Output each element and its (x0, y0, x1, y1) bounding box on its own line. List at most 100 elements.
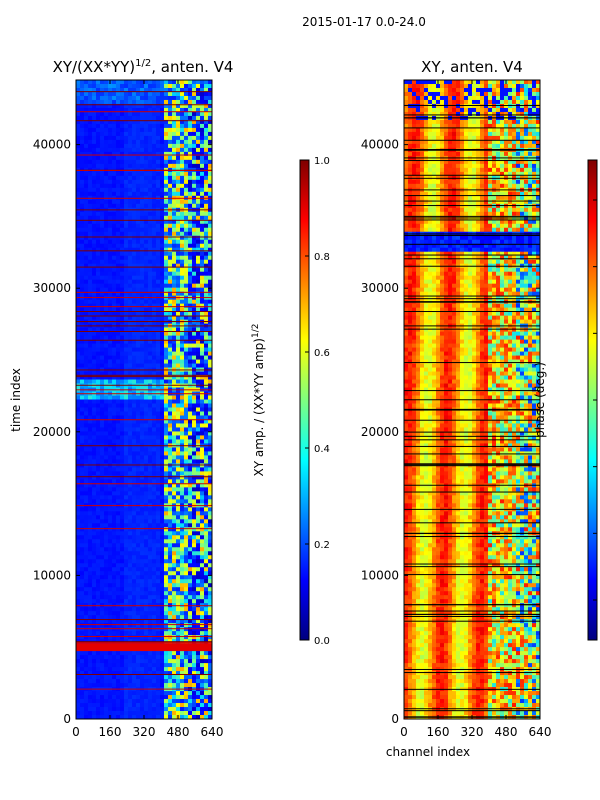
heatmap-cell (100, 307, 105, 313)
heatmap-cell (188, 83, 193, 89)
heatmap-cell (84, 131, 89, 137)
heatmap-cell (196, 419, 201, 424)
heatmap-cell (204, 239, 209, 245)
heatmap-cell (148, 631, 153, 636)
heatmap-cell (156, 559, 161, 564)
heatmap-cell (100, 463, 105, 468)
heatmap-cell (124, 223, 129, 229)
heatmap-cell (96, 467, 101, 472)
heatmap-cell (124, 239, 129, 245)
heatmap-cell (148, 455, 153, 460)
heatmap-cell (140, 227, 145, 233)
heatmap-cell (156, 439, 161, 444)
heatmap-cell (168, 579, 173, 584)
heatmap-cell (132, 575, 137, 580)
heatmap-cell (156, 103, 161, 109)
heatmap-cell (196, 491, 201, 496)
heatmap-cell (128, 531, 133, 536)
heatmap-cell (184, 531, 189, 536)
heatmap-cell (104, 587, 109, 592)
heatmap-cell (76, 523, 81, 528)
heatmap-cell (76, 427, 81, 432)
heatmap-cell (148, 663, 153, 668)
heatmap-cell (108, 191, 113, 197)
heatmap-cell (140, 651, 145, 656)
heatmap-cell (140, 475, 145, 480)
heatmap-cell (160, 555, 165, 560)
heatmap-cell (188, 627, 193, 632)
heatmap-cell (88, 475, 93, 480)
heatmap-cell (176, 531, 181, 536)
heatmap-cell (164, 571, 169, 576)
heatmap-cell (132, 623, 137, 628)
heatmap-cell (120, 227, 125, 233)
heatmap-cell (180, 527, 185, 532)
heatmap-cell (116, 407, 121, 412)
heatmap-cell (136, 555, 141, 560)
heatmap-cell (76, 247, 81, 253)
heatmap-cell (120, 187, 125, 193)
heatmap-cell (140, 663, 145, 668)
heatmap-cell (188, 95, 193, 101)
heatmap-cell (80, 299, 85, 305)
heatmap-cell (100, 351, 105, 356)
heatmap-cell (76, 187, 81, 193)
heatmap-cell (184, 643, 189, 648)
heatmap-cell (192, 251, 197, 257)
heatmap-cell (104, 339, 109, 344)
heatmap-cell (200, 551, 205, 556)
heatmap-cell (192, 215, 197, 221)
heatmap-cell (96, 279, 101, 285)
heatmap-cell (84, 631, 89, 636)
heatmap-cell (96, 591, 101, 596)
heatmap-cell (80, 599, 85, 604)
heatmap-cell (168, 487, 173, 492)
heatmap-cell (200, 83, 205, 89)
heatmap-cell (84, 339, 89, 344)
heatmap-cell (124, 299, 129, 305)
heatmap-cell (132, 347, 137, 352)
heatmap-cell (104, 451, 109, 456)
heatmap-cell (108, 619, 113, 624)
heatmap-cell (204, 175, 209, 181)
heatmap-cell (148, 99, 153, 105)
heatmap-cell (88, 239, 93, 245)
heatmap-cell (140, 191, 145, 197)
heatmap-cell (192, 519, 197, 524)
heatmap-cell (88, 87, 93, 93)
heatmap-cell (184, 395, 189, 400)
heatmap-cell (200, 311, 205, 317)
heatmap-cell (152, 139, 157, 145)
heatmap-cell (128, 555, 133, 560)
heatmap-cell (172, 231, 177, 237)
heatmap-cell (92, 547, 97, 552)
heatmap-cell (76, 623, 81, 628)
heatmap-cell (192, 643, 197, 648)
heatmap-cell (188, 223, 193, 229)
heatmap-cell (164, 419, 169, 424)
heatmap-cell (152, 475, 157, 480)
heatmap-cell (180, 151, 185, 157)
heatmap-cell (136, 647, 141, 652)
heatmap-cell (196, 175, 201, 181)
heatmap-cell (120, 279, 125, 285)
heatmap-cell (140, 567, 145, 572)
heatmap-cell (120, 643, 125, 648)
heatmap-cell (204, 615, 209, 620)
heatmap-cell (112, 659, 117, 664)
heatmap-cell (196, 555, 201, 560)
heatmap-cell (132, 607, 137, 612)
heatmap-cell (200, 511, 205, 516)
heatmap-cell (208, 635, 212, 640)
heatmap-cell (188, 607, 193, 612)
heatmap-cell (172, 155, 177, 161)
heatmap-cell (144, 247, 149, 253)
heatmap-cell (140, 447, 145, 452)
heatmap-cell (104, 135, 109, 141)
heatmap-cell (204, 559, 209, 564)
heatmap-cell (184, 499, 189, 504)
heatmap-cell (164, 271, 169, 277)
heatmap-cell (156, 587, 161, 592)
heatmap-cell (80, 287, 85, 293)
heatmap-cell (120, 407, 125, 412)
